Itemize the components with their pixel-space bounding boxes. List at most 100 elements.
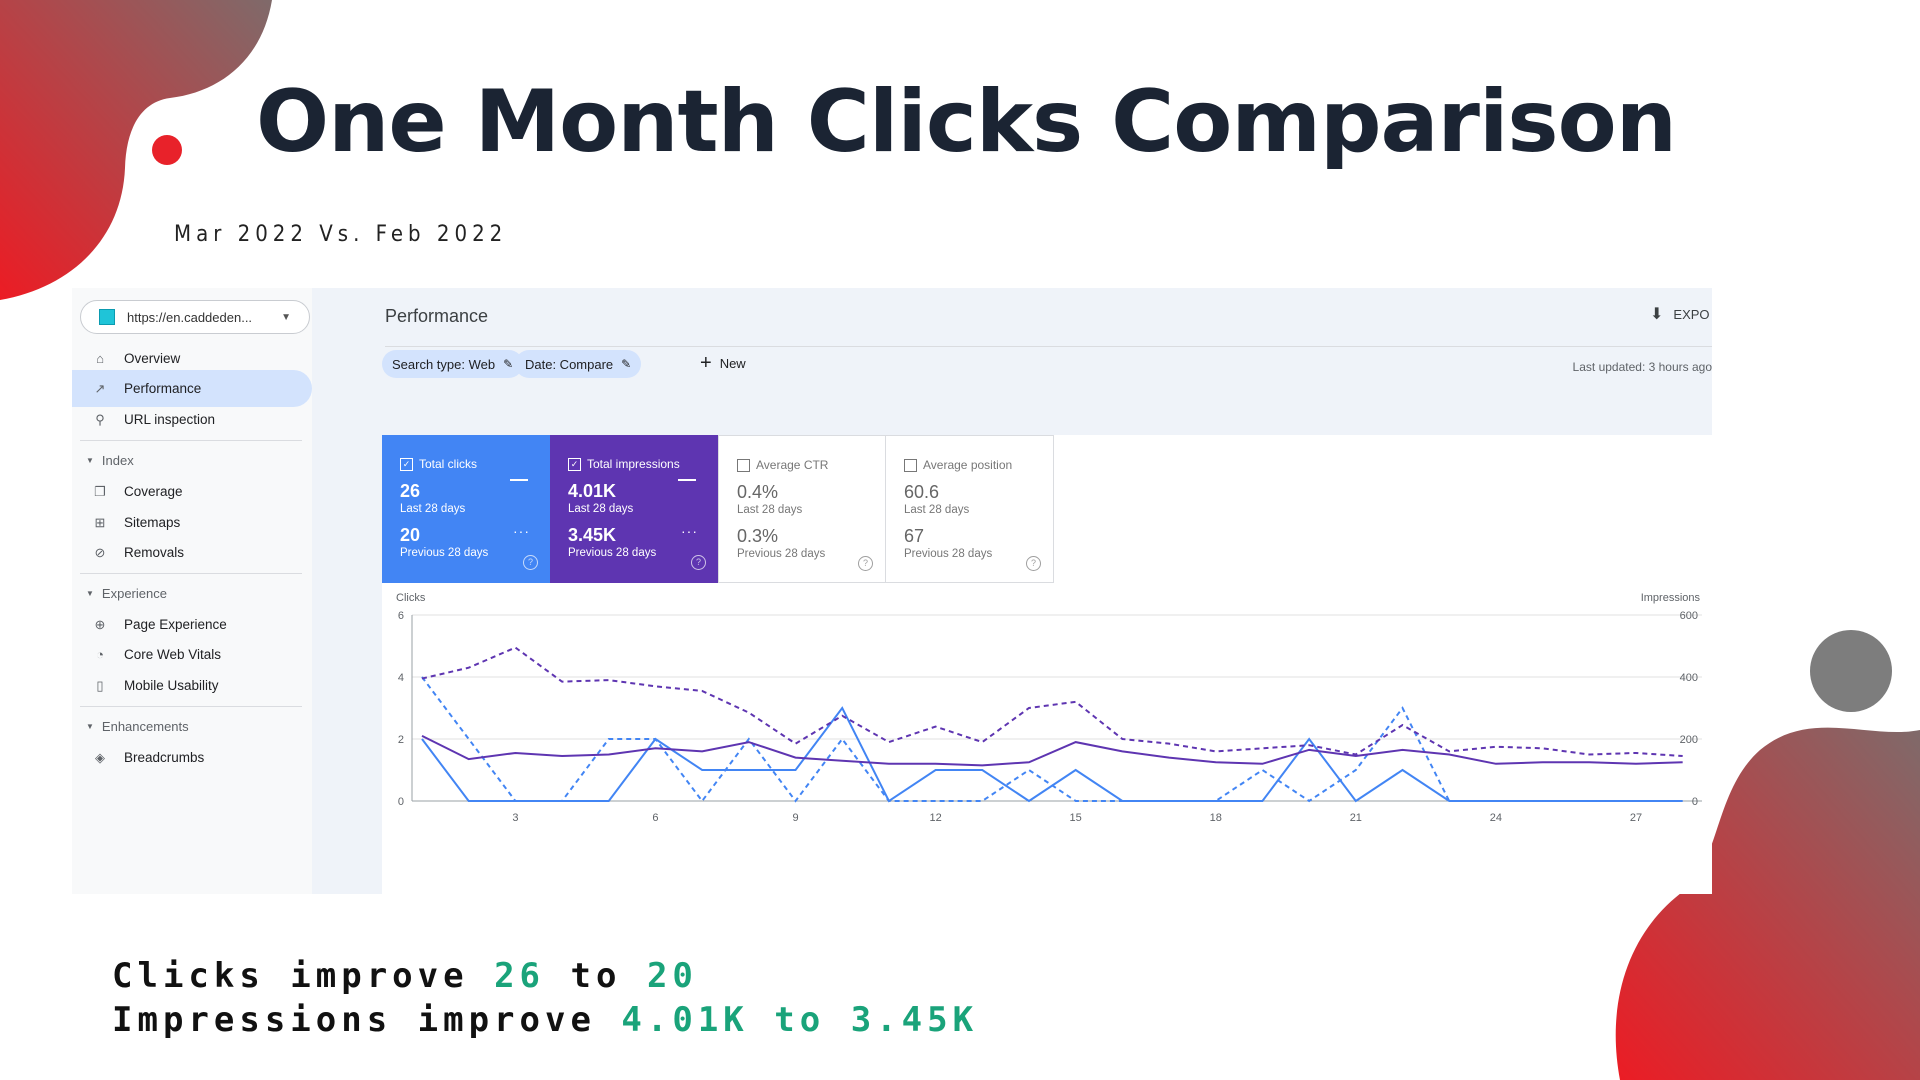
sitemap-icon: ⊞ — [94, 514, 106, 530]
gauge-icon: ◔ — [96, 647, 104, 662]
sidebar-item-label: Performance — [124, 381, 202, 396]
y-axis-label-right: Impressions — [1641, 592, 1701, 604]
phone-icon: ▯ — [96, 677, 104, 693]
metric-card-average-ctr[interactable]: Average CTR 0.4% Last 28 days 0.3% Previ… — [718, 435, 886, 583]
sidebar-item-removals[interactable]: ⊘ Removals — [72, 534, 312, 571]
sidebar-item-sitemaps[interactable]: ⊞ Sitemaps — [72, 504, 312, 541]
metric-previous-value: 20 — [400, 525, 421, 545]
metric-previous-period: Previous 28 days — [400, 547, 489, 559]
sidebar-item-label: URL inspection — [124, 412, 216, 427]
sidebar-divider — [80, 573, 302, 574]
metric-label: Total impressions — [587, 457, 680, 471]
y-tick-label-right: 400 — [1680, 672, 1698, 684]
property-url: https://en.caddeden... — [127, 309, 253, 325]
sidebar-item-page-experience[interactable]: ⊕ Page Experience — [72, 606, 312, 643]
caret-down-icon: ▼ — [281, 311, 291, 323]
metric-card-average-position[interactable]: Average position 60.6 Last 28 days 67 Pr… — [886, 435, 1054, 583]
decor-dot-grey — [1810, 630, 1892, 712]
metric-current-period: Last 28 days — [400, 503, 466, 515]
metric-previous-value: 0.3% — [737, 526, 779, 546]
sidebar-item-url-inspection[interactable]: ⚲ URL inspection — [72, 401, 312, 438]
checkbox-unchecked-icon[interactable] — [904, 458, 917, 472]
x-tick-label: 9 — [792, 812, 798, 824]
sidebar-item-label: Core Web Vitals — [124, 647, 222, 662]
help-icon[interactable]: ? — [523, 555, 538, 570]
sidebar-section-enhancements[interactable]: ▼ Enhancements — [86, 719, 189, 734]
sidebar-item-performance[interactable]: ↗ Performance — [72, 370, 312, 407]
x-tick-label: 15 — [1070, 812, 1082, 824]
metric-previous-period: Previous 28 days — [737, 548, 826, 560]
metric-card-total-clicks[interactable]: ✓ Total clicks 26 Last 28 days 20 Previou… — [382, 435, 550, 583]
checkbox-checked-icon[interactable]: ✓ — [568, 457, 581, 471]
metric-current-period: Last 28 days — [904, 504, 970, 516]
decor-blob-top-left — [0, 0, 272, 300]
coverage-icon: ❐ — [94, 483, 106, 499]
help-icon[interactable]: ? — [858, 556, 873, 571]
sidebar-item-overview[interactable]: ⌂ Overview — [72, 340, 312, 377]
help-icon[interactable]: ? — [1026, 556, 1041, 571]
chart-series-group — [421, 646, 1683, 803]
sidebar-item-coverage[interactable]: ❐ Coverage — [72, 473, 312, 510]
solid-line-legend-icon — [678, 479, 696, 481]
sidebar-section-experience[interactable]: ▼ Experience — [86, 586, 167, 601]
summary-clicks: Clicks improve 26 to 20 — [112, 956, 698, 996]
y-tick-label-right: 600 — [1680, 610, 1698, 622]
checkbox-unchecked-icon[interactable] — [737, 458, 750, 472]
metric-label: Average CTR — [756, 458, 829, 472]
slide-title: One Month Clicks Comparison — [256, 72, 1677, 172]
metric-previous-period: Previous 28 days — [568, 547, 657, 559]
new-label: New — [719, 355, 746, 371]
chip-label: Date: Compare — [525, 356, 614, 372]
edit-icon: ✎ — [621, 357, 632, 371]
search-type-filter-chip[interactable]: Search type: Web ✎ — [382, 350, 524, 378]
series-line-3 — [421, 735, 1683, 767]
page-title: Performance — [385, 306, 489, 326]
trending-icon: ↗ — [94, 380, 106, 396]
summary-impressions-from: 4.01K — [621, 1000, 749, 1040]
metric-current-period: Last 28 days — [568, 503, 634, 515]
sidebar-item-label: Page Experience — [124, 617, 227, 632]
sidebar-item-label: Sitemaps — [124, 515, 181, 530]
search-icon: ⚲ — [95, 411, 105, 427]
series-line-2 — [421, 676, 1683, 803]
metric-current-value: 60.6 — [904, 482, 940, 502]
date-filter-chip[interactable]: Date: Compare ✎ — [515, 350, 642, 378]
sidebar-item-mobile-usability[interactable]: ▯ Mobile Usability — [72, 667, 312, 704]
export-button[interactable]: ⬇ EXPO — [1650, 304, 1710, 324]
dashed-line-legend-icon: ··· — [513, 523, 530, 539]
summary-impressions: Impressions improve 4.01K to 3.45K — [112, 1000, 978, 1040]
x-tick-label: 6 — [652, 812, 658, 824]
y-tick-label-left: 0 — [398, 796, 404, 808]
chip-label: Search type: Web — [392, 356, 496, 372]
checkbox-checked-icon[interactable]: ✓ — [400, 457, 413, 471]
sidebar-item-core-web-vitals[interactable]: ◔ Core Web Vitals — [72, 636, 312, 673]
metric-label: Total clicks — [419, 457, 478, 471]
help-icon[interactable]: ? — [691, 555, 706, 570]
download-icon: ⬇ — [1650, 306, 1664, 323]
eye-off-icon: ⊘ — [94, 544, 106, 560]
summary-impressions-prefix: Impressions improve — [112, 1000, 596, 1040]
decor-blob-bottom-right — [1615, 727, 1920, 1080]
sidebar-item-label: Breadcrumbs — [124, 750, 205, 765]
y-tick-label-left: 4 — [398, 672, 404, 684]
summary-clicks-from: 26 — [494, 956, 546, 996]
metric-previous-value: 3.45K — [568, 525, 617, 545]
site-favicon-icon — [99, 309, 115, 325]
metric-current-period: Last 28 days — [737, 504, 803, 516]
layers-icon: ◈ — [95, 749, 105, 765]
summary-clicks-prefix: Clicks improve — [112, 956, 469, 996]
new-filter-button[interactable]: + New — [700, 353, 746, 373]
summary-clicks-to-word: to — [570, 956, 622, 996]
sidebar-item-breadcrumbs[interactable]: ◈ Breadcrumbs — [72, 739, 312, 776]
home-icon: ⌂ — [96, 351, 104, 366]
property-selector[interactable]: https://en.caddeden... ▼ — [80, 300, 310, 334]
sidebar-section-index[interactable]: ▼ Index — [86, 453, 134, 468]
metric-card-total-impressions[interactable]: ✓ Total impressions 4.01K Last 28 days 3.… — [550, 435, 718, 583]
dashed-line-legend-icon: ··· — [681, 523, 698, 539]
caret-down-icon: ▼ — [86, 456, 94, 465]
section-label: Index — [101, 453, 134, 468]
summary-clicks-to: 20 — [646, 956, 698, 996]
x-tick-label: 21 — [1350, 812, 1362, 824]
